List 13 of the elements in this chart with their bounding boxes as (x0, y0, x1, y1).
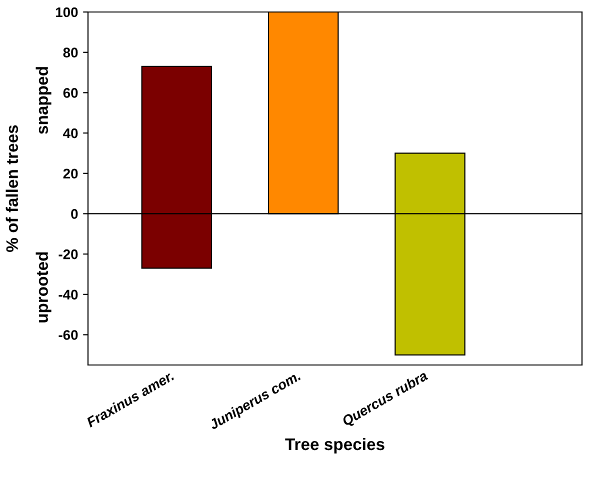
y-tick-label: 0 (71, 209, 78, 219)
y-tick-label: 40 (63, 128, 78, 138)
text: snapped (36, 67, 52, 134)
y-tick-label: -40 (58, 290, 78, 300)
y-tick-label: 60 (63, 88, 78, 98)
text: uprooted (36, 252, 52, 322)
y-tick-label: -20 (58, 249, 78, 260)
y-tick-label: 100 (56, 7, 78, 18)
y-tick-label: -60 (58, 330, 78, 340)
x-axis-title: Tree species (285, 438, 384, 454)
y-tick-label: 20 (63, 168, 78, 179)
y-axis-title: % of fallen trees (6, 125, 18, 252)
y-tick-label: 80 (63, 48, 78, 58)
